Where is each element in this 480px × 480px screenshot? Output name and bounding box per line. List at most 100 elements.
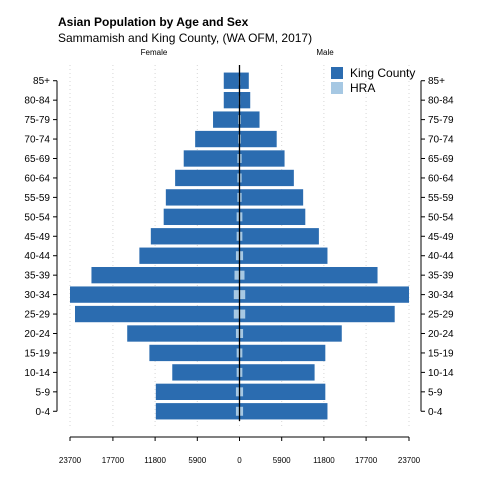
bar-female-hra [236,212,240,222]
bar-male-hra [239,251,244,261]
left-age-label: 15-19 [24,348,50,359]
left-age-label: 20-24 [24,329,50,340]
bar-male-king-county [239,72,249,89]
bar-female-king-county [172,364,240,381]
left-age-label: 45-49 [24,232,50,243]
right-age-axis: 0-4 5-9 10-14 15-19 20-24 25-29 30-34 35-39 40-4… [420,76,454,418]
left-age-label: 50-54 [24,212,50,223]
x-tick-label: 5900 [273,456,291,465]
x-tick-label: 11800 [144,456,166,465]
x-tick-label: 17700 [355,456,378,465]
bar-male-king-county [239,228,319,245]
right-age-label: 5-9 [428,387,443,398]
bar-female-king-county [70,286,240,303]
bar-male-king-county [239,111,260,128]
bar-female-king-county [127,325,240,342]
bar-female-king-county [149,344,240,362]
x-tick-label: 23700 [59,456,82,465]
bar-female-hra [235,329,240,338]
bar-female-king-county [175,169,240,187]
right-age-label: 85+ [428,76,445,87]
x-tick-label: 5900 [188,456,206,465]
bar-female-hra [237,173,240,183]
left-age-label: 30-34 [24,290,50,301]
bar-male-hra [239,329,244,338]
bar-male-hra [239,406,244,416]
legend: King County HRA [331,66,415,95]
bar-male-king-county [239,383,326,400]
bar-male-hra [239,387,244,397]
right-age-label: 80-84 [428,96,454,107]
bar-female-king-county [139,247,240,264]
bar-male-king-county [239,150,285,167]
bar-female-king-county [213,111,240,128]
left-age-axis: 0-4 5-9 10-14 15-19 20-24 25-29 30-34 35-39 40-4… [24,76,58,418]
bar-female-king-county [163,208,240,225]
bar-female-hra [233,290,240,300]
left-age-label: 80-84 [24,96,50,107]
bar-female-hra [235,387,240,397]
left-age-label: 25-29 [24,310,50,321]
bar-male-king-county [239,169,294,187]
bar-female-king-county [75,305,240,323]
right-age-label: 60-64 [428,173,454,184]
bar-male-king-county [239,364,315,381]
bar-female-king-county [195,130,240,148]
bar-male-hra [239,290,246,300]
bar-male-hra [239,367,243,377]
left-age-label: 0-4 [36,407,51,418]
right-age-label: 55-59 [428,193,454,204]
left-age-label: 55-59 [24,193,50,204]
left-age-label: 75-79 [24,115,50,126]
left-age-label: 35-39 [24,271,50,282]
bar-male-king-county [239,403,328,420]
bar-female-king-county [155,383,240,400]
bar-female-hra [237,154,240,163]
bar-female-king-county [165,189,240,206]
right-age-label: 75-79 [428,115,454,126]
bar-female-hra [234,270,240,280]
bar-male-hra [239,115,241,125]
bar-male-hra [239,309,246,319]
bar-male-king-county [239,344,326,362]
bar-male-hra [239,154,242,163]
bar-female-king-county [183,150,240,167]
left-age-label: 85+ [33,76,50,87]
bar-male-hra [239,270,245,280]
bar-female-hra [236,348,240,358]
right-age-label: 65-69 [428,154,454,165]
right-age-label: 50-54 [428,212,454,223]
chart-title: Asian Population by Age and Sex [58,15,249,29]
bar-female-king-county [91,267,240,284]
bar-male-hra [239,134,241,144]
right-age-label: 15-19 [428,348,454,359]
right-age-label: 25-29 [428,310,454,321]
right-age-label: 0-4 [428,407,443,418]
bar-male-hra [239,212,243,222]
bar-female-hra [238,115,240,125]
bar-male-king-county [239,189,304,206]
bar-male-hra [239,173,242,183]
x-tick-label: 23700 [398,456,421,465]
right-age-label: 20-24 [428,329,454,340]
bar-male-king-county [239,305,395,323]
legend-label-hra: HRA [350,81,375,95]
x-tick-label: 17700 [102,456,125,465]
legend-swatch-hra [331,82,343,94]
bar-female-hra [238,134,240,144]
bar-male-king-county [239,208,306,225]
legend-label-king-county: King County [350,66,415,80]
legend-swatch-king-county [331,67,343,79]
bar-male-king-county [239,92,251,109]
right-age-label: 45-49 [428,232,454,243]
x-tick-label: 0 [237,456,242,465]
bar-female-king-county [223,92,240,109]
bar-female-hra [237,192,240,202]
left-age-label: 5-9 [36,387,51,398]
bar-female-hra [236,367,240,377]
bars-layer [70,72,409,420]
bar-male-hra [239,231,243,241]
bar-female-hra [233,309,240,319]
right-age-label: 35-39 [428,271,454,282]
